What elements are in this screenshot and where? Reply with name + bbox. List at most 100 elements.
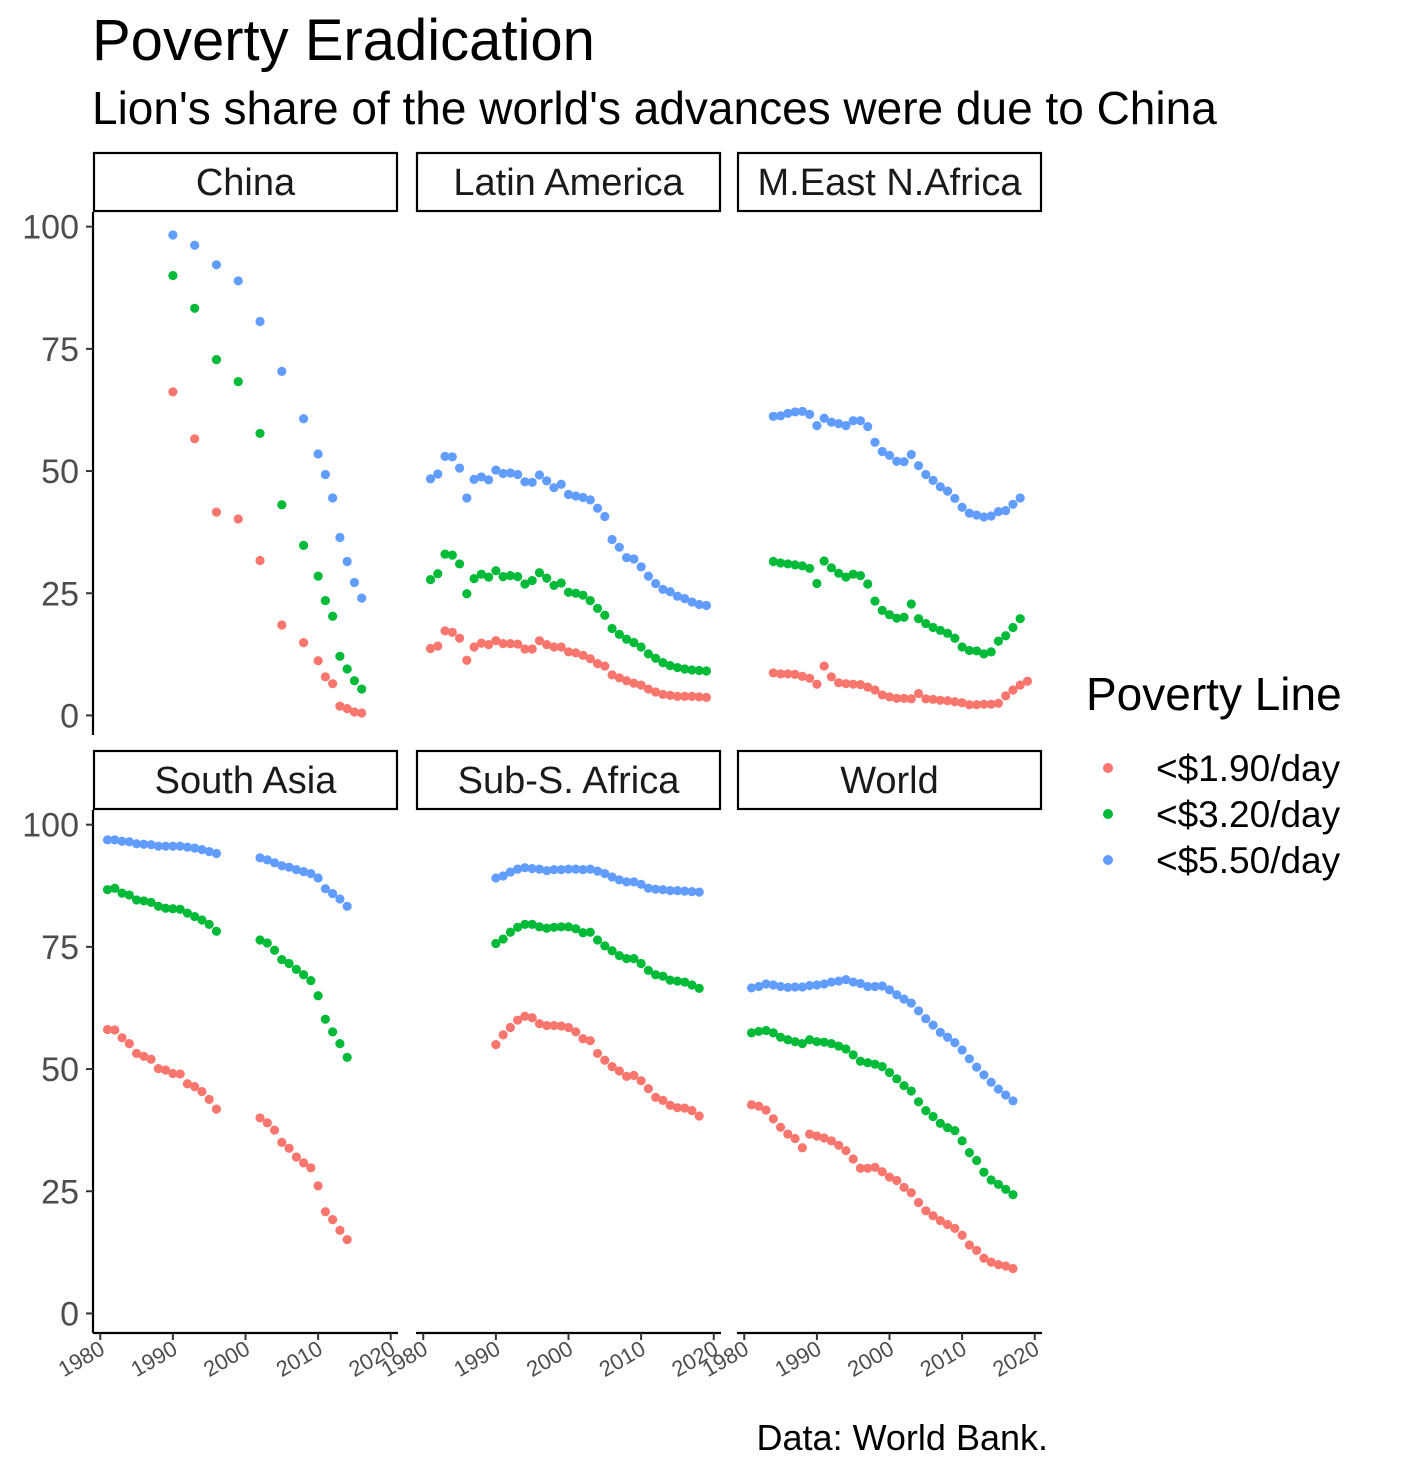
data-point: [1001, 1261, 1011, 1271]
data-point: [957, 502, 967, 512]
data-point: [870, 437, 880, 447]
data-point: [972, 1155, 982, 1166]
data-point: [826, 1039, 837, 1049]
data-point: [425, 574, 436, 585]
panel-south-asia-series-5-50-day: [102, 835, 352, 911]
data-point: [979, 1070, 989, 1080]
data-point: [950, 1223, 960, 1233]
data-point: [484, 572, 494, 582]
data-point: [877, 1062, 887, 1072]
data-point: [921, 618, 931, 629]
data-point: [687, 980, 697, 990]
data-point: [277, 1137, 287, 1147]
data-point: [621, 552, 632, 563]
data-point: [855, 571, 866, 581]
data-point: [812, 578, 822, 589]
data-point: [672, 662, 683, 673]
panel-latin-america-series-1-90-day: [425, 626, 712, 702]
data-point: [986, 647, 996, 657]
data-point: [855, 1163, 866, 1173]
data-point: [335, 651, 345, 661]
data-point: [665, 886, 675, 896]
data-point: [182, 908, 193, 918]
data-point: [701, 600, 712, 611]
data-point: [534, 568, 545, 578]
data-point: [942, 1123, 953, 1133]
data-point: [211, 926, 222, 936]
data-point: [906, 1086, 916, 1096]
data-point: [513, 1015, 523, 1025]
data-point: [182, 1079, 193, 1089]
data-point: [805, 563, 815, 573]
data-point: [680, 691, 690, 701]
data-point: [556, 1021, 566, 1031]
data-point: [993, 698, 1004, 708]
legend-title: Poverty Line: [1086, 668, 1342, 720]
data-point: [761, 1105, 771, 1115]
data-point: [269, 1125, 280, 1135]
data-point: [979, 1253, 989, 1263]
data-point: [498, 934, 508, 944]
data-point: [841, 975, 851, 985]
data-point: [899, 1182, 909, 1192]
panel-m-east-n-africa-series-3-20-day: [768, 556, 1025, 659]
data-point: [783, 669, 793, 679]
data-point: [775, 981, 786, 992]
legend-label-1: <$1.90/day: [1156, 748, 1341, 789]
data-point: [433, 641, 443, 651]
data-point: [775, 1032, 786, 1042]
data-point: [556, 642, 566, 652]
data-point: [204, 1094, 214, 1104]
data-point: [190, 911, 200, 922]
data-point: [672, 976, 683, 986]
data-point: [790, 669, 800, 679]
data-point: [556, 922, 566, 932]
data-point: [957, 698, 967, 708]
data-point: [607, 1062, 617, 1072]
data-point: [168, 1068, 178, 1079]
data-point: [211, 507, 222, 517]
data-point: [607, 623, 617, 634]
data-point: [1001, 1090, 1011, 1100]
data-point: [255, 428, 265, 439]
data-point: [921, 1206, 931, 1216]
panel-south-asia-series-1-90-day: [102, 1024, 352, 1245]
data-point: [855, 416, 866, 426]
data-point: [491, 1040, 501, 1050]
x-tick-label: 2010: [272, 1336, 327, 1382]
data-point: [658, 971, 668, 981]
data-point: [665, 690, 675, 701]
data-point: [863, 579, 873, 589]
data-point: [636, 1076, 646, 1086]
data-point: [906, 599, 916, 609]
panel-south-asia-strip: [92, 749, 399, 811]
data-point: [614, 629, 624, 639]
data-point: [476, 472, 486, 482]
y-tick-label: 75: [41, 929, 79, 967]
data-point: [819, 979, 829, 989]
data-point: [349, 577, 360, 588]
data-point: [694, 665, 704, 676]
data-point: [870, 981, 880, 992]
facet-panels: China 0 25 50 75 100 Latin America M.East N.Afr…: [22, 151, 1043, 1382]
data-point: [153, 901, 163, 911]
data-point: [950, 633, 960, 643]
data-point: [812, 980, 822, 990]
data-point: [197, 1086, 207, 1097]
panel-m-east-n-africa-series-1-90-day: [768, 661, 1033, 710]
data-point: [848, 569, 858, 579]
data-point: [957, 1136, 967, 1146]
data-point: [826, 563, 837, 573]
legend-key-1: [1103, 763, 1113, 773]
data-point: [578, 1034, 588, 1044]
data-point: [672, 1103, 683, 1113]
panel-china-series-3-20-day: [168, 270, 367, 694]
data-point: [921, 1014, 931, 1024]
data-point: [563, 647, 574, 657]
data-point: [870, 596, 880, 606]
data-point: [783, 1035, 793, 1045]
data-point: [1022, 676, 1033, 686]
data-point: [527, 644, 537, 654]
data-point: [549, 865, 559, 875]
